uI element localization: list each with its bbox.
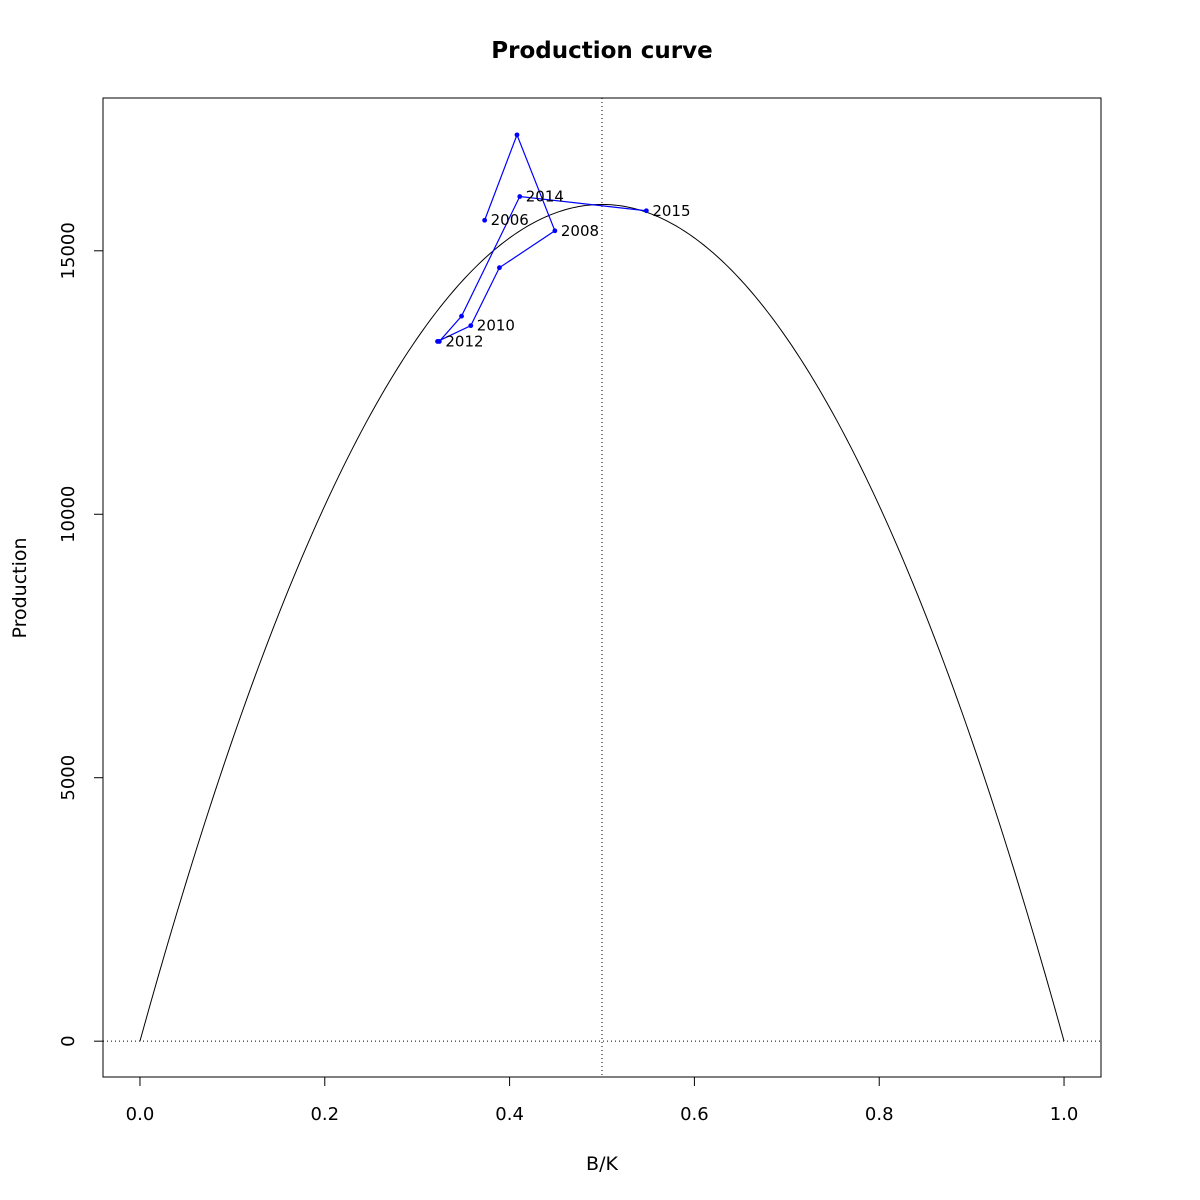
data-point [468, 323, 474, 329]
series-line [437, 133, 647, 343]
data-point [514, 132, 520, 138]
reference-lines [103, 98, 1101, 1077]
production-curve [139, 203, 1065, 1042]
y-axis-label: Production [9, 537, 31, 638]
x-tick-label: 0.0 [126, 1104, 155, 1125]
y-tick-label: 0 [58, 1035, 79, 1046]
x-tick-label: 0.4 [495, 1104, 524, 1125]
x-tick-label: 0.8 [865, 1104, 894, 1125]
chart-title: Production curve [491, 38, 712, 64]
x-tick-label: 0.2 [310, 1104, 339, 1125]
point-year-label: 2010 [477, 317, 515, 335]
y-axis: 0 5000 10000 15000 [58, 222, 103, 1047]
point-year-label: 2015 [652, 202, 690, 220]
data-point [459, 313, 464, 319]
data-point [517, 194, 523, 199]
data-point [552, 228, 558, 234]
x-tick-label: 0.6 [680, 1104, 709, 1125]
x-tick-label: 1.0 [1050, 1104, 1079, 1125]
point-year-label: 2008 [561, 222, 599, 240]
point-year-label: 2014 [526, 188, 564, 206]
point-year-label: 2006 [491, 211, 529, 229]
y-tick-label: 10000 [58, 486, 79, 543]
x-axis: 0.0 0.2 0.4 0.6 0.8 1.0 [126, 1077, 1079, 1125]
x-axis-label: B/K [586, 1153, 618, 1175]
data-point [497, 265, 502, 271]
data-point [643, 208, 649, 214]
point-year-label: 2012 [445, 332, 483, 350]
y-tick-label: 15000 [58, 222, 79, 279]
y-tick-label: 5000 [58, 755, 79, 801]
data-point [436, 339, 442, 344]
data-point [482, 217, 488, 223]
production-curve-line [139, 203, 1065, 1042]
